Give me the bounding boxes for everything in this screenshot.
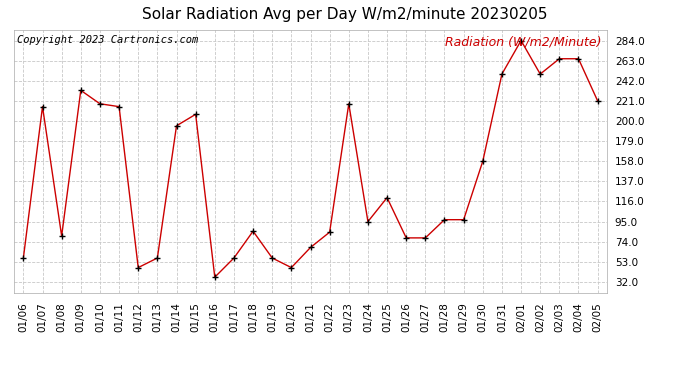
Text: Copyright 2023 Cartronics.com: Copyright 2023 Cartronics.com <box>17 35 198 45</box>
Text: Radiation (W/m2/Minute): Radiation (W/m2/Minute) <box>445 35 601 48</box>
Text: Solar Radiation Avg per Day W/m2/minute 20230205: Solar Radiation Avg per Day W/m2/minute … <box>142 8 548 22</box>
